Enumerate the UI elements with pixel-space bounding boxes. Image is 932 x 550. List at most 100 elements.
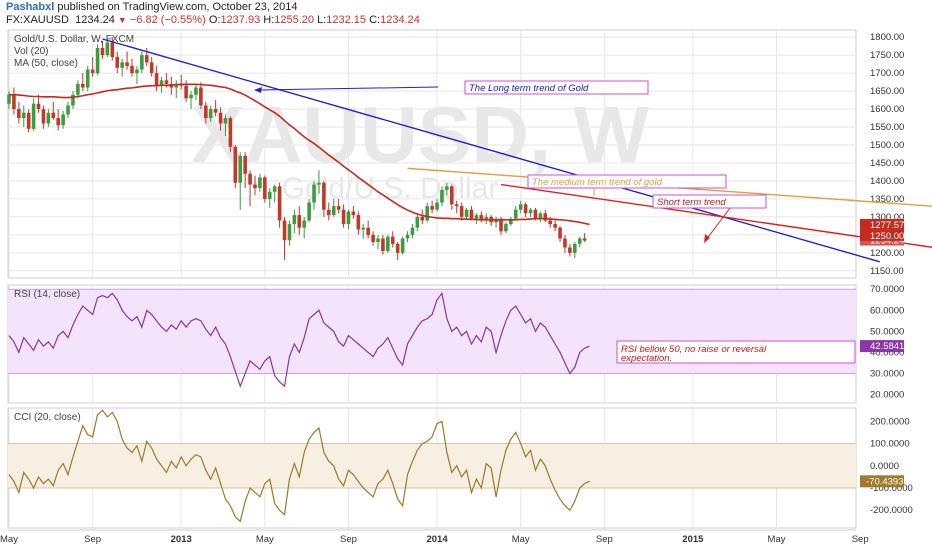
candle — [582, 233, 587, 243]
candle — [130, 58, 134, 77]
candle — [356, 211, 361, 235]
candle — [76, 80, 80, 99]
candle — [272, 184, 277, 203]
candle-body — [415, 216, 420, 228]
candle-body — [208, 109, 213, 119]
price-tick-label: 1150.00 — [870, 266, 904, 277]
time-tick-label: Sep — [84, 534, 101, 545]
candle-body — [56, 118, 60, 126]
candle-body — [282, 220, 287, 241]
candle — [90, 56, 95, 77]
candle — [243, 152, 247, 189]
short-trend-arrow-icon — [704, 234, 710, 243]
high-value: 1255.20 — [274, 14, 315, 26]
candle-body — [474, 215, 479, 219]
author-link[interactable]: Pashabxl — [6, 1, 55, 13]
candle-body — [159, 80, 164, 86]
candle — [12, 87, 16, 115]
candle — [410, 224, 415, 239]
candle-body — [533, 209, 538, 219]
candle — [518, 200, 523, 214]
candle-body — [450, 186, 454, 205]
candle — [509, 216, 513, 226]
cci-axis: -200.0000 -100.0000 0.0000 100.0000 200.0000 — [870, 416, 913, 516]
candle — [120, 58, 124, 77]
long-term-trend-line — [102, 38, 881, 263]
last-price: 1234.24 — [75, 14, 115, 26]
cci-last-text: -70.4393 — [866, 476, 904, 487]
cci-tick-label: -100.0000 — [870, 483, 913, 494]
candle — [361, 224, 366, 239]
candle — [454, 200, 459, 214]
candle-body — [573, 243, 577, 253]
open-value: 1237.93 — [220, 14, 261, 26]
candle — [568, 243, 572, 257]
candle-body — [287, 224, 292, 241]
low-value: 1232.15 — [326, 14, 367, 26]
rsi-tick-label: 60.0000 — [870, 305, 904, 316]
candle — [302, 216, 306, 239]
candle-body — [381, 238, 385, 252]
price-tick-label: 1650.00 — [870, 86, 904, 97]
candle — [327, 202, 331, 221]
price-change: −6.82 (−0.55%) — [129, 14, 206, 26]
publish-line: Pashabxl published on TradingView.com, O… — [6, 1, 298, 13]
candle — [386, 234, 390, 253]
candle — [95, 44, 100, 75]
candle-body — [228, 118, 233, 147]
candle-body — [307, 202, 311, 221]
candle-body — [36, 103, 41, 110]
candle-body — [140, 55, 144, 70]
candle-body — [100, 47, 105, 56]
candle-body — [523, 204, 528, 214]
cci-last-label: -70.4393 — [860, 475, 904, 488]
candle-body — [361, 227, 366, 230]
candle — [405, 231, 410, 243]
candle-body — [66, 105, 70, 115]
candle — [341, 204, 346, 228]
candle-body — [184, 85, 188, 99]
price-tick-label: 1800.00 — [870, 32, 904, 43]
candle-body — [51, 112, 56, 119]
price-tick-label: 1700.00 — [870, 68, 904, 79]
candle-body — [479, 215, 484, 221]
time-tick-label: May — [512, 534, 530, 545]
candle-body — [135, 69, 139, 74]
candle — [440, 186, 444, 207]
cci-tick-label: 0.0000 — [870, 461, 899, 472]
price-label-text: 1250.00 — [870, 231, 904, 242]
candle — [238, 152, 243, 210]
candle-body — [336, 206, 341, 210]
candle-body — [218, 112, 223, 124]
candle-body — [164, 80, 169, 84]
candle — [322, 180, 326, 217]
candle-body — [272, 186, 277, 192]
candle-body — [459, 206, 464, 217]
candle — [267, 188, 272, 208]
candle-body — [26, 112, 31, 129]
legend-item-0: Gold/U.S. Dollar, W, FXCM — [14, 34, 134, 45]
candle-body — [174, 83, 179, 88]
long-trend-pointer — [257, 86, 439, 91]
rsi-tick-label: 20.0000 — [870, 390, 904, 401]
candle — [51, 101, 56, 120]
time-tick-label: 2013 — [171, 534, 192, 545]
candle — [563, 234, 567, 253]
rsi-tick-label: 40.0000 — [870, 347, 904, 358]
candle — [346, 209, 351, 230]
candle-body — [553, 224, 557, 228]
candle-body — [7, 94, 11, 104]
chart-header: Pashabxl published on TradingView.com, O… — [0, 0, 932, 28]
cci-tick-label: -200.0000 — [870, 505, 913, 516]
candle-body — [194, 87, 198, 95]
candle-body — [233, 146, 238, 183]
candle — [140, 51, 144, 74]
candle-body — [120, 62, 124, 68]
candle — [523, 202, 528, 217]
candle — [135, 65, 139, 84]
rsi-last-text: 42.5841 — [870, 341, 904, 352]
candle — [277, 182, 282, 228]
price-label-box — [860, 218, 904, 230]
candle-body — [17, 109, 21, 119]
